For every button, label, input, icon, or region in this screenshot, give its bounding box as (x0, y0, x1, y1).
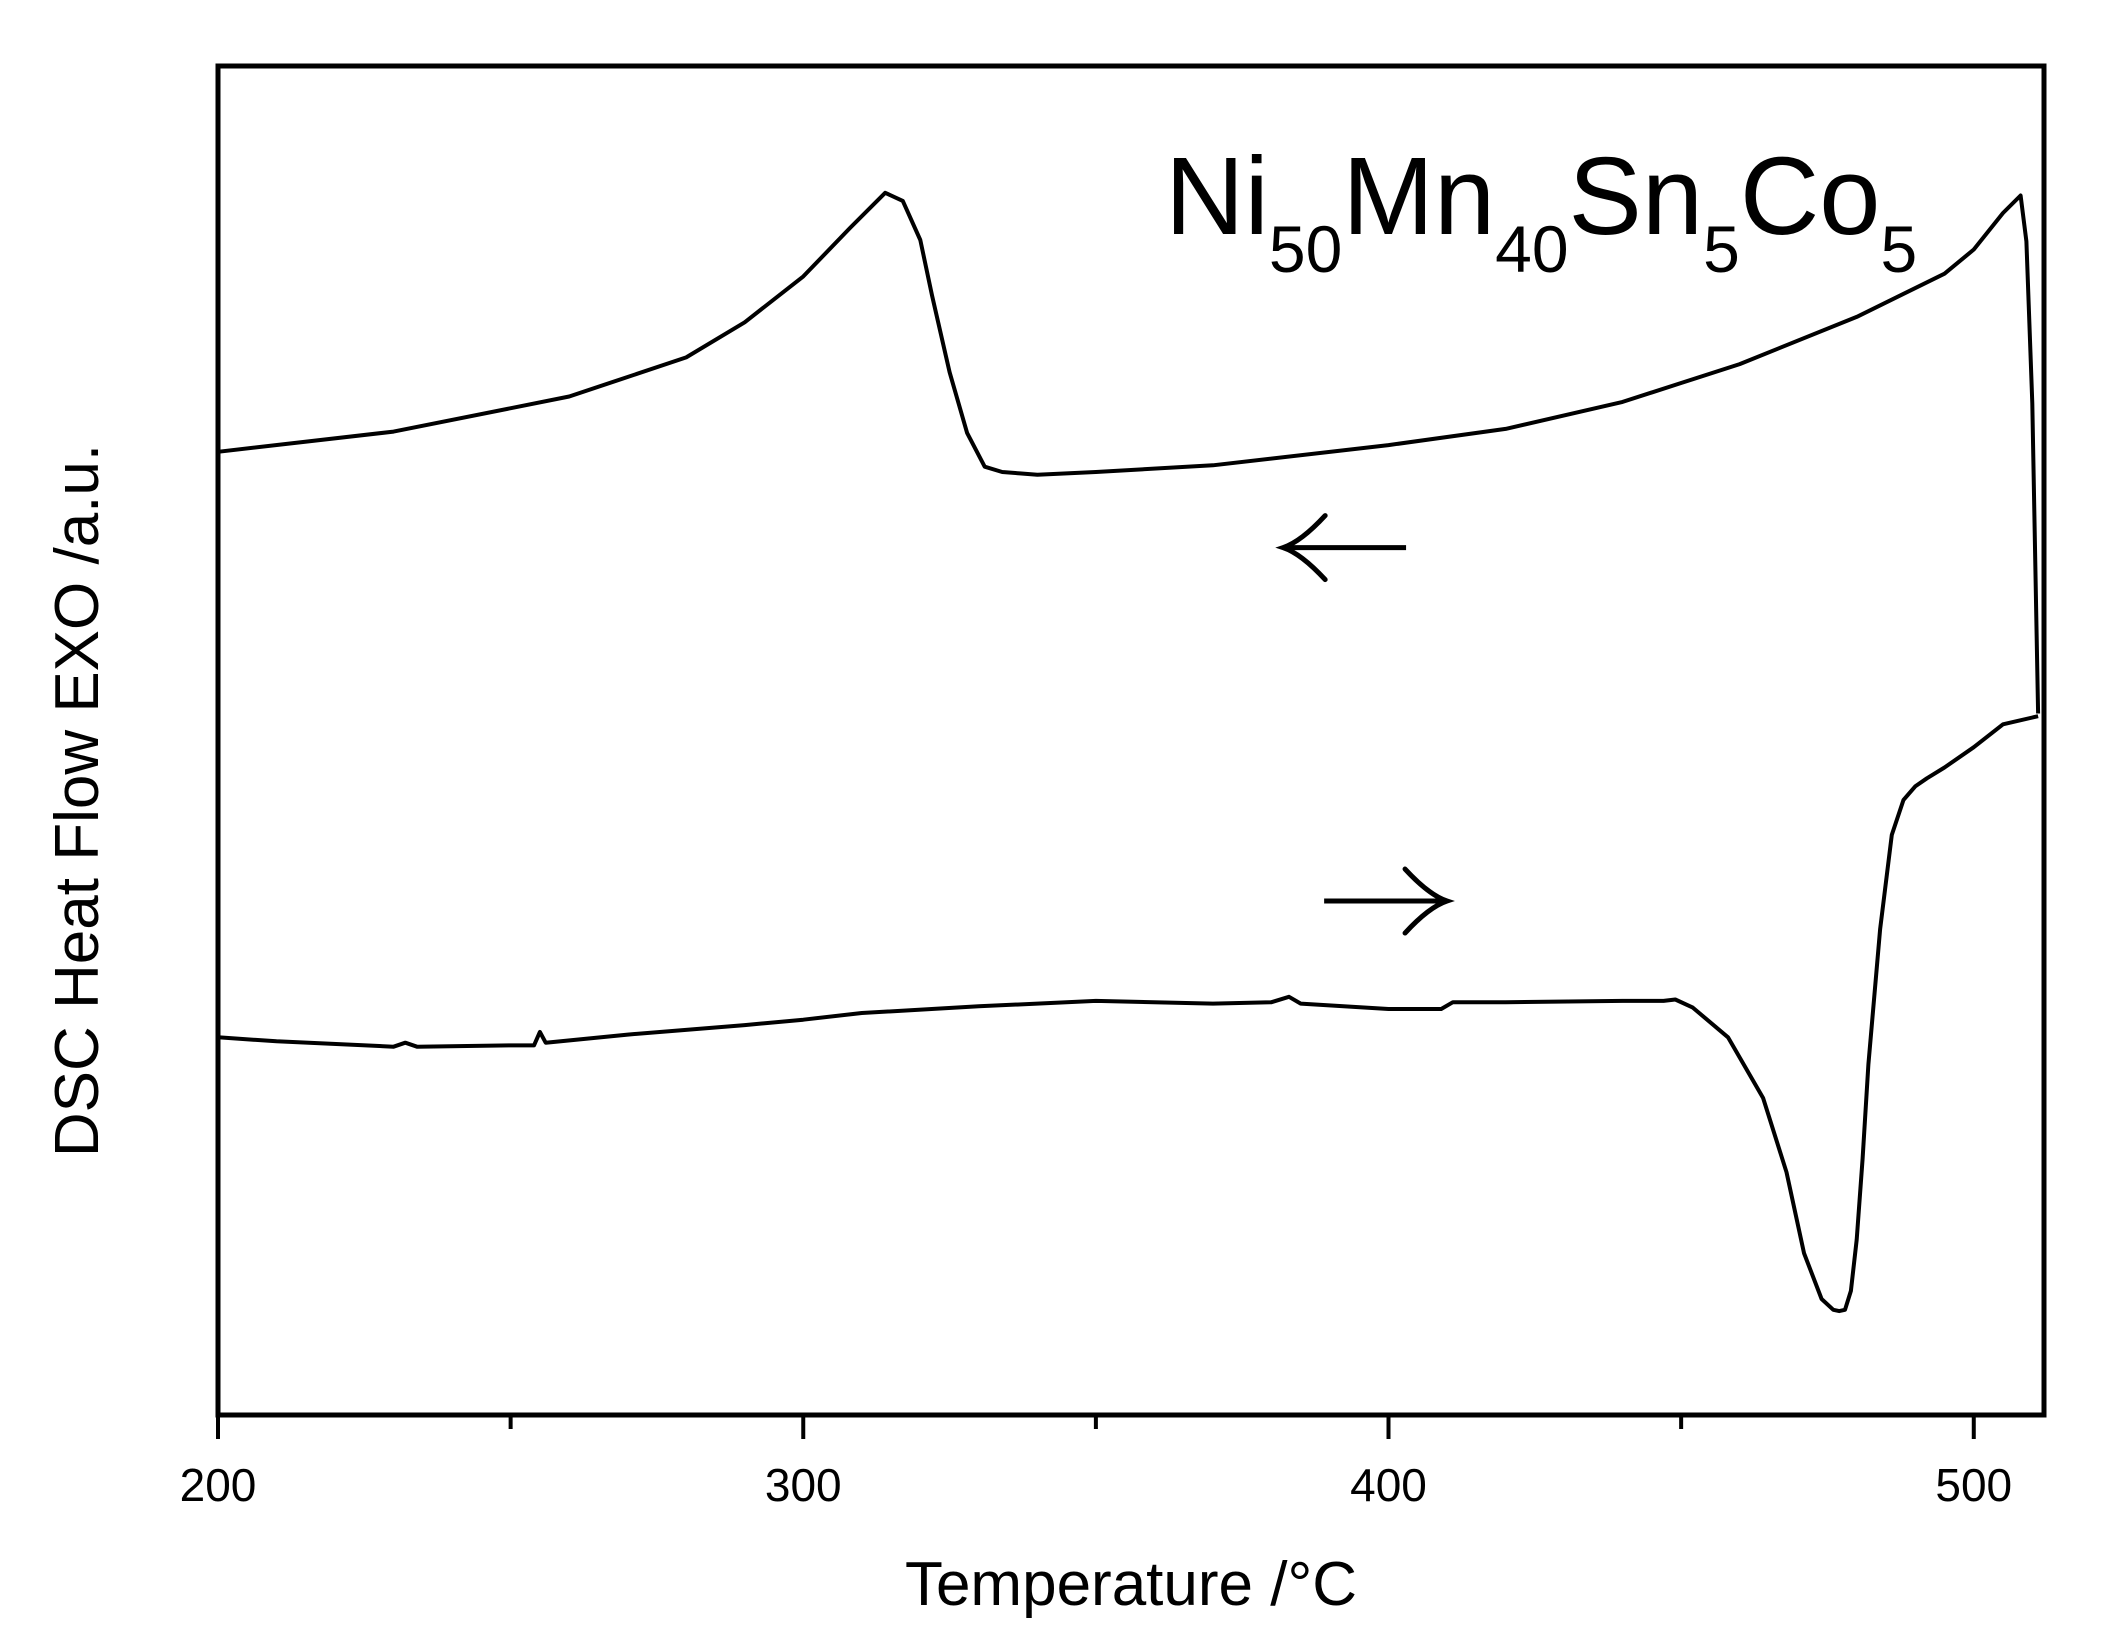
x-axis-tick-labels: 200 300 400 500 (180, 1459, 2013, 1511)
arrow-right (1324, 866, 1455, 936)
series-line-heating (217, 714, 2039, 1314)
formula-element: Mn (1342, 135, 1495, 258)
formula-element: Sn (1569, 135, 1704, 258)
formula-subscript: 5 (1880, 212, 1917, 286)
direction-arrows (1275, 513, 1455, 936)
formula-element: Co (1740, 135, 1881, 258)
x-tick-label: 200 (180, 1459, 257, 1511)
x-axis-ticks (216, 1415, 1976, 1439)
x-tick-label: 300 (765, 1459, 842, 1511)
composition-annotation: Ni50Mn40Sn5Co5 (1165, 135, 1917, 286)
x-axis-title: Temperature /°C (905, 1550, 1357, 1619)
formula-subscript: 40 (1495, 212, 1568, 286)
formula-element: Ni (1165, 135, 1269, 258)
formula-subscript: 5 (1703, 212, 1740, 286)
x-tick-label: 400 (1350, 1459, 1427, 1511)
formula-subscript: 50 (1269, 212, 1342, 286)
arrow-left (1275, 513, 1407, 583)
series-line-cooling (217, 190, 2041, 714)
y-axis-title: DSC Heat Flow EXO /a.u. (43, 444, 112, 1157)
plot-frame (215, 63, 2047, 1418)
plot-area (217, 190, 2041, 1314)
x-tick-label: 500 (1935, 1459, 2012, 1511)
